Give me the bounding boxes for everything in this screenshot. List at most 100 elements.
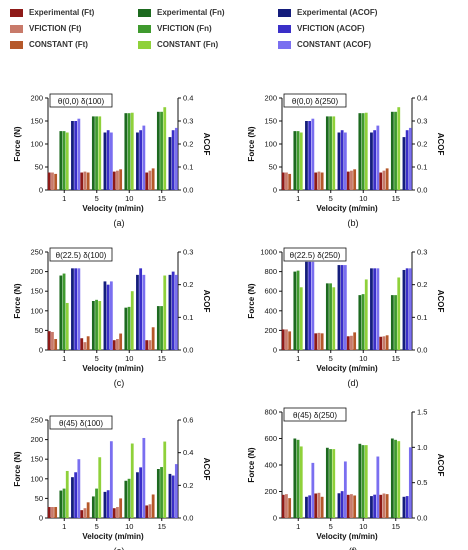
bar-ft: [281, 329, 285, 350]
legend-item: VFICTION (Ft): [10, 24, 81, 33]
y2-tick-label: 0.0: [417, 514, 427, 523]
y-tick-label: 400: [264, 306, 277, 315]
bar-acof: [139, 268, 143, 350]
y2-tick-label: 0.4: [417, 94, 427, 103]
bar-ft: [86, 336, 90, 350]
y2-tick-label: 0.5: [417, 478, 427, 487]
bar-ft: [320, 496, 324, 518]
bar-ft: [350, 494, 353, 518]
bar-fn: [163, 107, 167, 190]
bar-fn: [127, 478, 131, 518]
y-tick-label: 100: [264, 140, 277, 149]
x-tick-label: 10: [125, 194, 133, 203]
x-tick-label: 15: [158, 354, 166, 363]
bar-ft: [346, 494, 350, 518]
x-tick-label: 15: [392, 194, 400, 203]
bar-acof: [402, 137, 406, 190]
bar-acof: [136, 132, 139, 190]
bar-ft: [151, 494, 155, 518]
bar-ft: [151, 168, 155, 190]
bar-fn: [390, 295, 394, 350]
bar-ft: [379, 172, 383, 190]
bar-acof: [168, 137, 172, 190]
bar-ft: [281, 494, 285, 518]
y2-tick-label: 1.0: [417, 443, 427, 452]
bar-acof: [402, 269, 406, 350]
bar-fn: [361, 113, 365, 190]
bar-acof: [142, 437, 146, 518]
bar-fn: [296, 439, 300, 518]
y2-tick-label: 0.2: [417, 140, 427, 149]
bar-fn: [160, 467, 163, 518]
y-axis-title: Force (N): [13, 126, 22, 161]
legend-item: CONSTANT (ACOF): [278, 40, 371, 49]
bar-ft: [51, 331, 54, 350]
bar-acof: [109, 132, 113, 190]
bar-fn: [325, 447, 329, 518]
bar-acof: [337, 132, 341, 190]
legend-item: CONSTANT (Fn): [138, 40, 218, 49]
bar-ft: [86, 172, 90, 190]
bar-ft: [145, 172, 149, 190]
bar-acof: [136, 472, 139, 518]
legend-item: Experimental (Ft): [10, 8, 94, 17]
bar-ft: [353, 169, 357, 190]
x-tick-label: 5: [329, 354, 333, 363]
bar-acof: [142, 274, 146, 350]
bar-ft: [346, 171, 350, 190]
y-tick-label: 600: [264, 287, 277, 296]
y2-axis-title: ACOF: [202, 133, 211, 156]
bar-acof: [71, 121, 74, 190]
bar-fn: [127, 306, 131, 350]
bar-ft: [80, 172, 84, 190]
bar-ft: [112, 508, 116, 518]
y2-tick-label: 0.1: [417, 163, 427, 172]
bar-fn: [325, 116, 329, 190]
legend-item: VFICTION (Fn): [138, 24, 212, 33]
bar-fn: [329, 116, 332, 190]
bar-ft: [285, 494, 288, 518]
bar-fn: [124, 113, 128, 190]
x-tick-label: 10: [359, 522, 367, 531]
bar-ft: [83, 508, 87, 518]
bar-acof: [142, 125, 146, 190]
legend-label: CONSTANT (Ft): [29, 40, 88, 49]
bar-ft: [346, 336, 350, 350]
bar-fn: [299, 287, 303, 350]
legend-item: Experimental (ACOF): [278, 8, 377, 17]
bar-fn: [160, 306, 163, 350]
bar-ft: [379, 494, 383, 518]
bar-fn: [62, 488, 66, 518]
bar-acof: [308, 121, 312, 190]
bar-acof: [376, 456, 380, 518]
bar-fn: [124, 480, 128, 518]
bar-ft: [145, 505, 149, 518]
panel-title: θ(0,0) δ(250): [292, 97, 339, 106]
bar-fn: [65, 302, 69, 350]
legend-label: VFICTION (ACOF): [297, 24, 365, 33]
bar-fn: [156, 111, 160, 190]
bar-acof: [174, 464, 178, 518]
y-tick-label: 50: [35, 494, 43, 503]
y-tick-label: 400: [264, 461, 277, 470]
bar-ft: [119, 333, 123, 350]
bar-fn: [59, 131, 63, 190]
panel-title: θ(45) δ(250): [293, 411, 337, 420]
panel-title-box: [49, 93, 113, 108]
y-tick-label: 150: [264, 117, 277, 126]
bar-acof: [103, 491, 107, 518]
bar-ft: [112, 340, 116, 350]
y-tick-label: 150: [30, 117, 43, 126]
bar-fn: [98, 301, 102, 350]
y-tick-label: 0: [273, 346, 277, 355]
y2-axis-title: ACOF: [436, 290, 445, 313]
bar-acof: [343, 265, 347, 350]
panel-title: θ(22.5) δ(100): [56, 251, 107, 260]
y-tick-label: 50: [35, 163, 43, 172]
bar-acof: [408, 127, 412, 190]
y-tick-label: 100: [30, 474, 43, 483]
panel-title-box: [49, 247, 113, 262]
bar-acof: [337, 265, 341, 350]
y2-tick-label: 0.2: [417, 280, 427, 289]
y2-axis-title: ACOF: [436, 454, 445, 477]
